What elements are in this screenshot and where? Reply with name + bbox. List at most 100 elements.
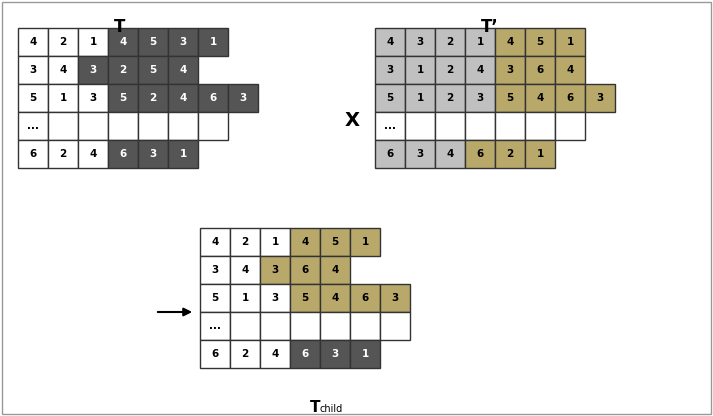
Bar — [525, 56, 555, 84]
Bar — [230, 228, 260, 256]
Text: 3: 3 — [272, 265, 279, 275]
Bar — [48, 140, 78, 168]
Bar — [375, 84, 405, 112]
Text: 2: 2 — [242, 349, 249, 359]
Text: 6: 6 — [302, 349, 309, 359]
Bar — [320, 340, 350, 368]
Bar — [108, 56, 138, 84]
Text: 2: 2 — [119, 65, 127, 75]
Bar — [350, 312, 380, 340]
Text: 6: 6 — [536, 65, 543, 75]
Bar — [380, 312, 410, 340]
Text: 1: 1 — [416, 93, 424, 103]
Bar — [200, 312, 230, 340]
Text: 2: 2 — [150, 93, 157, 103]
Text: X: X — [344, 111, 359, 129]
Bar — [48, 56, 78, 84]
Text: 1: 1 — [416, 65, 424, 75]
Text: 5: 5 — [332, 237, 339, 247]
Bar — [435, 56, 465, 84]
Bar — [375, 28, 405, 56]
Bar — [260, 256, 290, 284]
Bar — [230, 256, 260, 284]
Bar — [260, 228, 290, 256]
Text: 4: 4 — [179, 65, 187, 75]
Text: child: child — [320, 404, 343, 414]
Bar — [78, 112, 108, 140]
Bar — [78, 84, 108, 112]
Bar — [48, 28, 78, 56]
Bar — [108, 112, 138, 140]
Text: 6: 6 — [386, 149, 394, 159]
Text: 2: 2 — [446, 65, 453, 75]
Bar — [228, 84, 258, 112]
Text: 6: 6 — [361, 293, 369, 303]
Bar — [18, 28, 48, 56]
Text: 4: 4 — [59, 65, 67, 75]
Bar — [168, 56, 198, 84]
Bar — [78, 28, 108, 56]
Bar — [495, 56, 525, 84]
Bar — [350, 228, 380, 256]
Text: 1: 1 — [476, 37, 483, 47]
Text: 3: 3 — [211, 265, 219, 275]
Bar — [168, 28, 198, 56]
Bar — [555, 28, 585, 56]
Bar — [108, 140, 138, 168]
Bar — [230, 340, 260, 368]
Text: 3: 3 — [150, 149, 157, 159]
Text: 6: 6 — [210, 93, 217, 103]
Text: 5: 5 — [302, 293, 309, 303]
Text: 3: 3 — [29, 65, 36, 75]
Text: 1: 1 — [361, 237, 369, 247]
Text: 3: 3 — [89, 93, 97, 103]
Text: 3: 3 — [272, 293, 279, 303]
Text: 3: 3 — [89, 65, 97, 75]
Bar — [198, 112, 228, 140]
Text: 1: 1 — [180, 149, 187, 159]
Text: 4: 4 — [119, 37, 127, 47]
Bar — [260, 340, 290, 368]
Bar — [525, 84, 555, 112]
Bar — [435, 84, 465, 112]
Bar — [405, 140, 435, 168]
Text: 5: 5 — [211, 293, 219, 303]
Bar — [405, 56, 435, 84]
Bar — [138, 84, 168, 112]
Text: 1: 1 — [272, 237, 279, 247]
Text: 4: 4 — [446, 149, 453, 159]
Text: 4: 4 — [241, 265, 249, 275]
Text: 2: 2 — [59, 149, 66, 159]
Bar — [320, 284, 350, 312]
Bar — [138, 56, 168, 84]
Text: 4: 4 — [89, 149, 97, 159]
Bar — [198, 84, 228, 112]
Bar — [555, 56, 585, 84]
Bar — [465, 140, 495, 168]
Text: ...: ... — [27, 121, 39, 131]
Text: 2: 2 — [446, 93, 453, 103]
Text: 1: 1 — [89, 37, 97, 47]
Text: 1: 1 — [566, 37, 574, 47]
Text: T: T — [114, 18, 125, 36]
Bar — [260, 312, 290, 340]
Text: 4: 4 — [332, 265, 339, 275]
Text: 1: 1 — [210, 37, 217, 47]
Bar — [375, 56, 405, 84]
Text: 4: 4 — [29, 37, 36, 47]
Text: 3: 3 — [476, 93, 483, 103]
Bar — [290, 228, 320, 256]
Text: 6: 6 — [302, 265, 309, 275]
Bar — [138, 28, 168, 56]
Bar — [230, 284, 260, 312]
Bar — [230, 312, 260, 340]
Bar — [168, 140, 198, 168]
Text: 5: 5 — [536, 37, 543, 47]
Bar — [435, 112, 465, 140]
Bar — [555, 112, 585, 140]
Text: 6: 6 — [211, 349, 219, 359]
Bar — [260, 284, 290, 312]
Bar — [200, 284, 230, 312]
Bar — [290, 284, 320, 312]
Text: 3: 3 — [240, 93, 247, 103]
